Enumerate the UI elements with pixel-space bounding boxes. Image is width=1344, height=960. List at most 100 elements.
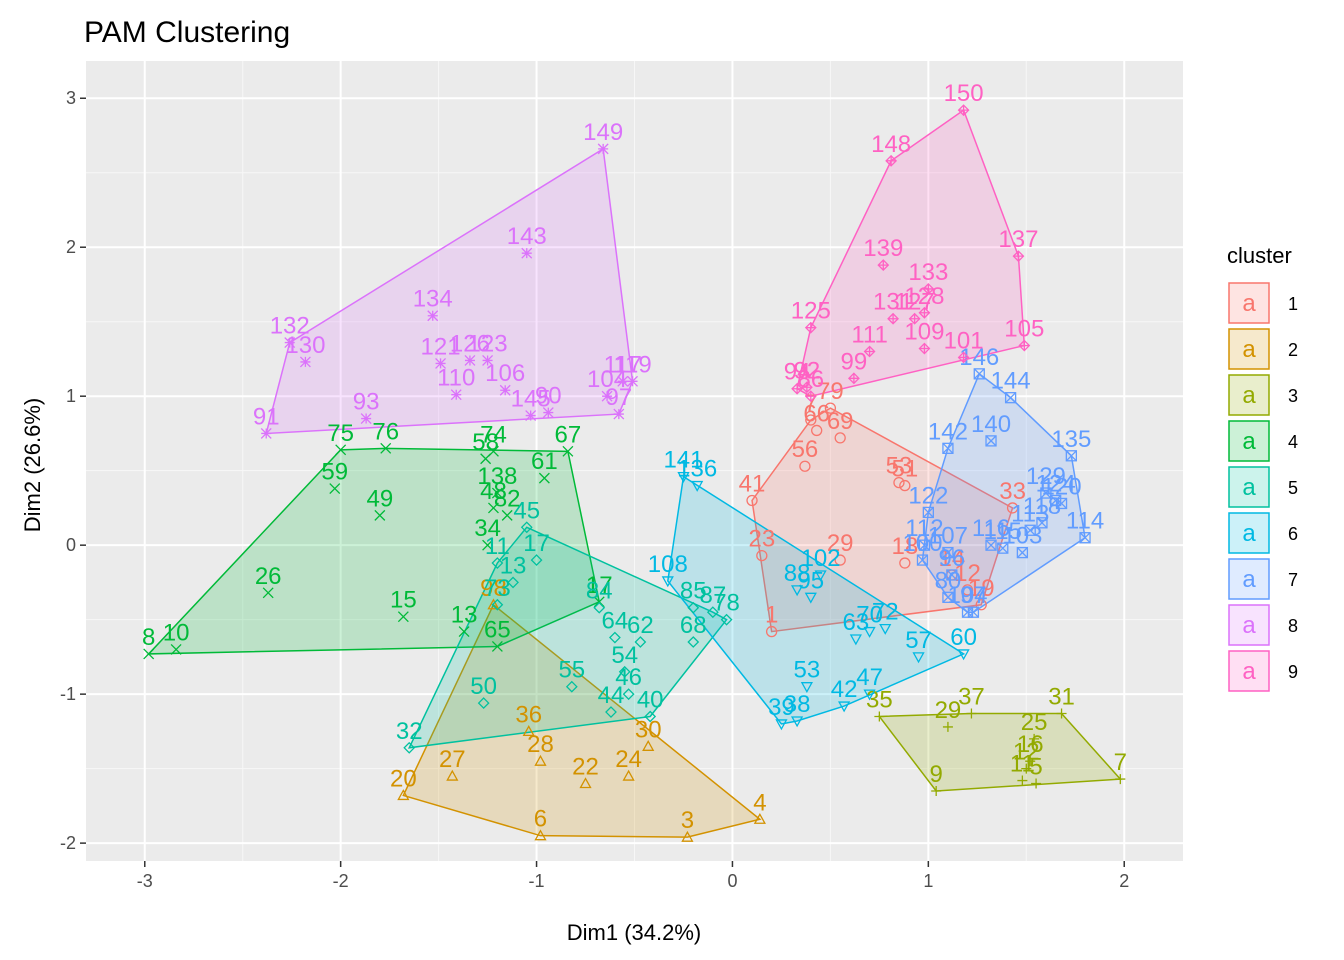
data-point-marker [1016,546,1029,559]
data-point-marker [491,487,503,499]
data-point-label: 61 [531,448,558,475]
legend-label: 7 [1288,570,1298,590]
legend-key [1228,374,1270,416]
data-point-label: 148 [871,131,911,158]
data-point-label: 113 [1011,500,1049,527]
data-point-label: 57 [905,627,932,654]
data-point-marker [538,472,550,484]
data-point-label: 117 [604,351,642,378]
data-point-label: 9 [929,761,942,788]
data-point-label: 72 [872,599,899,626]
data-point-label: 142 [928,418,968,445]
data-point-label: 49 [366,485,393,512]
data-point-label: 100 [902,530,942,557]
data-point-label: 36 [515,701,542,728]
data-point-label: 12 [1013,739,1040,766]
data-point-label: 87 [700,582,727,609]
data-point-marker [170,643,182,655]
data-point-marker [565,680,578,693]
data-point-marker [942,442,954,454]
data-point-marker [942,721,953,732]
data-point-label: 11 [485,533,510,560]
data-point-label: 35 [866,686,893,713]
data-point-marker [916,554,929,566]
data-point-marker [464,354,476,366]
data-point-marker [834,432,846,444]
legend-label: 2 [1288,340,1298,360]
data-point-marker-plus [909,313,920,324]
data-point-marker [634,636,647,648]
data-point-marker-x [1050,495,1062,506]
data-point-marker [1055,497,1068,510]
data-point-label: 110 [437,365,475,392]
data-point-label: 140 [971,411,1011,438]
data-point-label: 11 [1010,751,1035,778]
data-point-label: 105 [1004,316,1044,343]
cluster-hull-6 [667,475,966,725]
data-point-label: 144 [991,368,1031,395]
data-point-label: 73 [484,575,511,602]
data-point-marker-x [942,547,954,559]
data-point-marker [525,410,537,422]
data-point-marker-x [1016,547,1028,559]
data-point-label: 70 [856,602,883,629]
legend-key-glyph: a [1242,658,1256,685]
data-point-marker [605,706,617,718]
data-point-marker [899,557,911,569]
data-point-label: 8 [142,624,155,651]
x-tick-label: 2 [1119,871,1129,891]
data-point-marker [804,592,817,604]
data-point-label: 125 [791,298,831,325]
data-point-label: 67 [555,421,582,448]
data-point-label: 53 [886,453,913,480]
data-point-marker [644,710,657,723]
data-point-marker [975,599,987,611]
data-point-marker [562,445,574,457]
data-point-marker [482,354,494,366]
data-point-marker [482,539,494,551]
data-point-label: 79 [817,378,844,405]
data-point-label: 134 [413,286,453,313]
x-tick-label: 1 [923,871,933,891]
data-point-marker [1029,733,1040,744]
data-point-marker [997,542,1009,554]
cluster-hull-8 [265,147,634,435]
data-point-marker-plus [805,391,816,402]
data-point-label: 124 [1036,470,1076,497]
data-point-label: 74 [480,421,507,448]
data-point-marker [622,688,635,701]
data-point-marker [491,598,504,611]
data-point-marker [601,390,613,402]
data-point-marker-plus [801,382,812,393]
data-point-label: 69 [827,408,854,435]
data-point-marker [691,480,704,492]
data-point-marker [487,502,499,514]
legend-key-glyph: a [1242,336,1256,363]
data-point-label: 114 [1066,508,1104,535]
data-point-label: 64 [602,608,629,635]
data-point-marker [1079,532,1091,544]
data-point-label: 46 [615,664,642,691]
data-point-label: 68 [680,612,707,639]
data-point-marker [961,606,974,618]
data-point-label: 93 [353,389,380,416]
data-point-label: 95 [797,567,824,594]
data-point-label: 75 [327,420,354,447]
data-point-label: 102 [801,545,841,572]
data-point-marker [918,539,931,551]
data-point-label: 48 [480,478,507,505]
data-point-marker-x [962,606,973,618]
data-point-label: 84 [586,578,613,605]
data-point-marker [435,357,447,369]
data-point-label: 25 [1021,709,1048,736]
data-point-label: 66 [803,400,830,427]
y-tick-label: -2 [60,833,76,853]
legend-key [1228,604,1270,646]
data-point-marker [720,613,733,626]
data-point-marker [973,368,985,380]
